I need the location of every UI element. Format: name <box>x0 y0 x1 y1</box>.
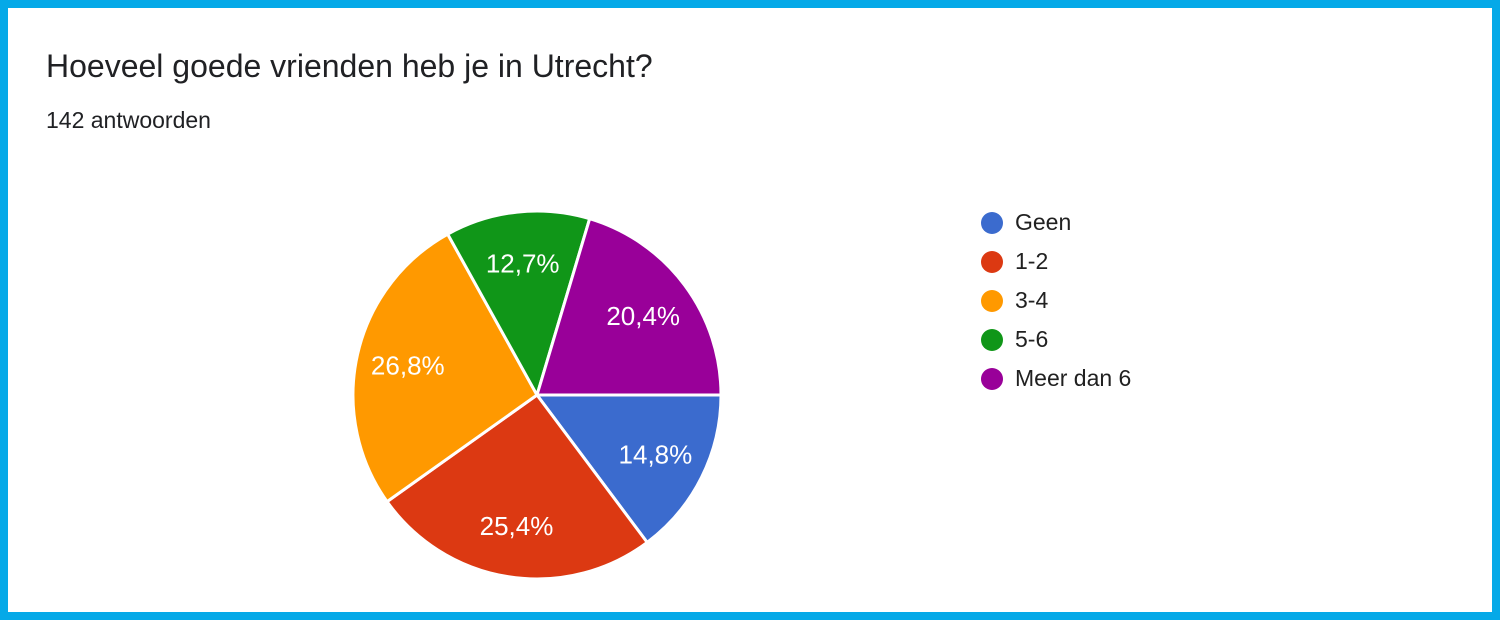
legend-item-3-4: 3-4 <box>981 281 1131 320</box>
pie-slice-meer-dan-6[interactable] <box>535 217 723 397</box>
pie-chart: 14,8% 25,4% 26,8% 12,7% 20,4% <box>351 209 723 581</box>
slice-percent-label-1-2: 25,4% <box>480 511 554 541</box>
legend-label: 5-6 <box>1015 326 1049 352</box>
legend-swatch-icon <box>981 211 1003 234</box>
pie-slice-5-6[interactable] <box>446 209 592 397</box>
legend-item-5-6: 5-6 <box>981 320 1131 359</box>
pie-slice-1-2[interactable] <box>385 393 649 581</box>
slice-percent-label-5-6: 12,7% <box>486 248 560 278</box>
answer-count: 142 antwoorden <box>46 107 211 133</box>
pie-slice-geen[interactable] <box>535 393 723 544</box>
legend-swatch-icon <box>981 289 1003 312</box>
legend-item-1-2: 1-2 <box>981 242 1131 281</box>
slice-percent-label-geen: 14,8% <box>619 439 693 469</box>
legend-swatch-icon <box>981 328 1003 351</box>
chart-legend: Geen 1-2 3-4 5-6 Meer dan 6 <box>981 203 1131 398</box>
legend-label: Meer dan 6 <box>1015 365 1132 391</box>
legend-swatch-icon <box>981 250 1003 273</box>
question-title: Hoeveel goede vrienden heb je in Utrecht… <box>46 48 653 84</box>
legend-label: 1-2 <box>1015 248 1049 274</box>
legend-item-geen: Geen <box>981 203 1131 242</box>
legend-swatch-icon <box>981 367 1003 390</box>
pie-slice-3-4[interactable] <box>351 232 539 504</box>
legend-label: Geen <box>1015 209 1072 235</box>
slice-percent-label-meer-dan-6: 20,4% <box>606 301 680 331</box>
slice-percent-label-3-4: 26,8% <box>371 351 445 381</box>
legend-label: 3-4 <box>1015 287 1049 313</box>
legend-item-meer-dan-6: Meer dan 6 <box>981 359 1131 398</box>
